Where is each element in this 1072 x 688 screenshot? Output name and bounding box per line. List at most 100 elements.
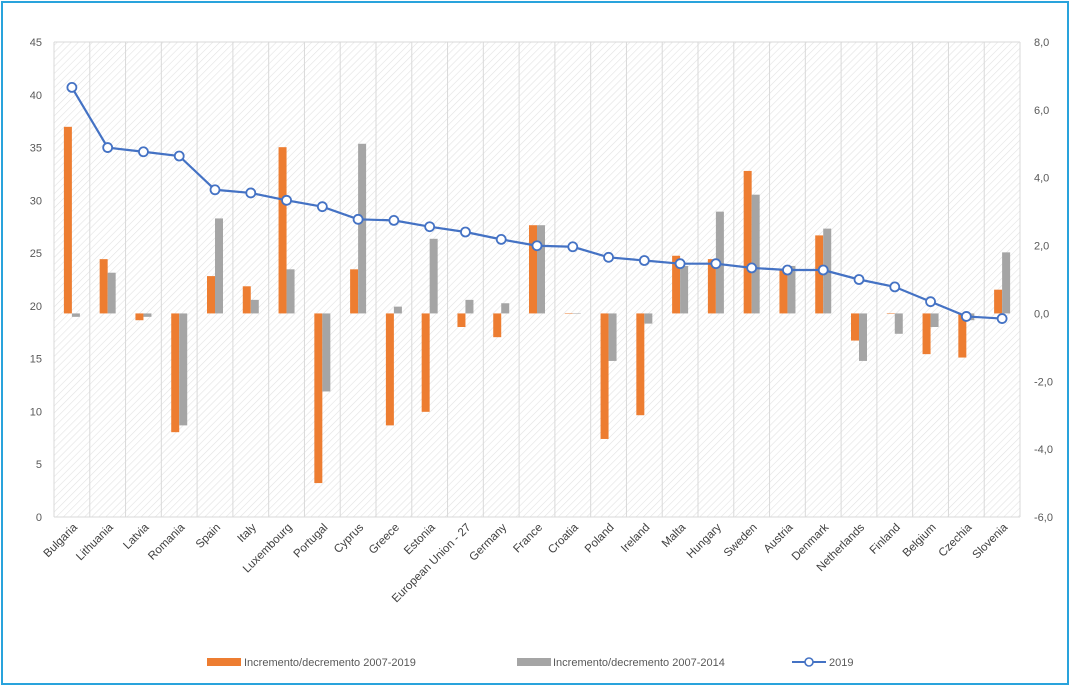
bar-2007-2019 <box>815 235 824 314</box>
bar-2007-2019 <box>278 147 287 314</box>
category-label: Germany <box>467 521 509 563</box>
point-2019 <box>281 194 292 206</box>
bar-2007-2019 <box>99 259 108 314</box>
bar-2007-2014 <box>859 313 867 361</box>
point-2019 <box>352 213 364 225</box>
bar-2007-2019 <box>385 313 394 426</box>
right-axis-tick-label: -6,0 <box>1034 512 1053 524</box>
right-axis-tick-label: 0,0 <box>1034 308 1049 320</box>
bar-2007-2014 <box>286 269 295 314</box>
point-2019 <box>889 281 901 293</box>
point-2019 <box>996 313 1008 324</box>
bar-2007-2014 <box>358 143 367 314</box>
bar-2007-2014 <box>143 313 152 317</box>
left-axis: 0 5 10 15 20 25 30 35 40 45 <box>30 37 42 524</box>
category-label: Cyprus <box>332 521 366 555</box>
point-2019 <box>460 226 471 238</box>
gridlines <box>53 41 1021 518</box>
legend-swatch <box>207 658 241 666</box>
bar-2007-2014 <box>465 299 474 314</box>
legend-swatch <box>517 658 551 666</box>
bar-2007-2014 <box>429 238 438 314</box>
bar-2007-2019 <box>421 313 430 412</box>
bar-2007-2014 <box>751 194 760 314</box>
bar-2007-2019 <box>851 313 859 341</box>
point-2019 <box>66 81 78 93</box>
bar-2007-2014 <box>215 218 223 314</box>
left-axis-tick-label: 20 <box>30 301 42 313</box>
left-axis-tick-label: 5 <box>36 459 42 471</box>
bar-2007-2019 <box>529 225 537 314</box>
category-label: Italy <box>235 521 259 545</box>
bar-2007-2019 <box>171 313 180 433</box>
point-2019 <box>817 264 829 276</box>
bar-2007-2014 <box>644 313 653 324</box>
bar-2007-2019 <box>672 255 681 314</box>
bar-2007-2019 <box>958 313 967 358</box>
legend-label: Incremento/decremento 2007-2014 <box>553 657 725 669</box>
bar-2007-2019 <box>707 259 716 314</box>
category-label: France <box>511 522 545 556</box>
bar-2007-2019 <box>922 313 931 355</box>
bar-2007-2014 <box>572 313 581 314</box>
left-axis-tick-label: 30 <box>30 195 42 207</box>
category-label: Belgium <box>901 522 939 560</box>
point-2019 <box>495 233 507 245</box>
category-label: Ireland <box>619 522 652 555</box>
category-label: Hungary <box>685 521 724 560</box>
bar-2007-2014 <box>71 313 80 317</box>
category-label: Poland <box>583 522 617 556</box>
left-axis-tick-label: 35 <box>30 143 42 155</box>
bar-2007-2014 <box>1002 252 1011 314</box>
category-label: Latvia <box>121 521 152 552</box>
category-label: Spain <box>194 522 223 551</box>
category-label: Austria <box>762 521 796 555</box>
bar-2007-2014 <box>537 225 545 314</box>
bar-2007-2019 <box>457 313 466 327</box>
point-2019 <box>853 274 865 285</box>
bar-2007-2019 <box>743 170 752 314</box>
point-2019 <box>603 251 614 263</box>
left-axis-tick-label: 0 <box>36 512 42 524</box>
right-axis-tick-label: 6,0 <box>1034 105 1049 117</box>
category-label: Sweden <box>722 522 760 560</box>
right-axis-tick-label: 4,0 <box>1034 173 1049 185</box>
right-axis-tick-label: -2,0 <box>1034 376 1053 388</box>
bar-2007-2019 <box>135 313 144 321</box>
right-axis-tick-label: 8,0 <box>1034 37 1049 49</box>
bar-2007-2014 <box>322 313 331 392</box>
bar-2007-2014 <box>608 313 617 361</box>
bar-2007-2019 <box>600 313 609 439</box>
point-2019 <box>209 184 221 196</box>
point-2019 <box>746 262 758 274</box>
point-2019 <box>925 296 936 308</box>
bar-2007-2014 <box>680 265 689 314</box>
bar-2007-2014 <box>930 313 939 327</box>
point-2019 <box>531 240 543 252</box>
bars <box>63 126 1011 484</box>
category-label: Portugal <box>292 522 331 561</box>
bar-2007-2014 <box>179 313 188 426</box>
category-label: Croatia <box>546 521 581 556</box>
legend-marker <box>804 657 814 667</box>
category-label: Finland <box>868 522 903 557</box>
point-2019 <box>710 258 722 270</box>
point-2019 <box>173 150 185 162</box>
left-axis-tick-label: 25 <box>30 248 42 260</box>
right-axis-tick-label: 2,0 <box>1034 241 1049 253</box>
point-2019 <box>674 258 686 270</box>
bar-2007-2019 <box>994 289 1003 314</box>
bar-2007-2019 <box>886 313 895 314</box>
bar-2007-2014 <box>787 265 796 314</box>
legend-label: Incremento/decremento 2007-2019 <box>244 657 416 669</box>
bar-2007-2019 <box>493 313 502 338</box>
bar-2007-2019 <box>350 269 359 314</box>
point-2019 <box>102 142 114 153</box>
line-series-2019 <box>66 81 1008 324</box>
left-axis-tick-label: 15 <box>30 354 42 366</box>
point-2019 <box>316 201 328 213</box>
category-label: Slovenia <box>971 521 1011 561</box>
category-label: Malta <box>660 521 689 550</box>
